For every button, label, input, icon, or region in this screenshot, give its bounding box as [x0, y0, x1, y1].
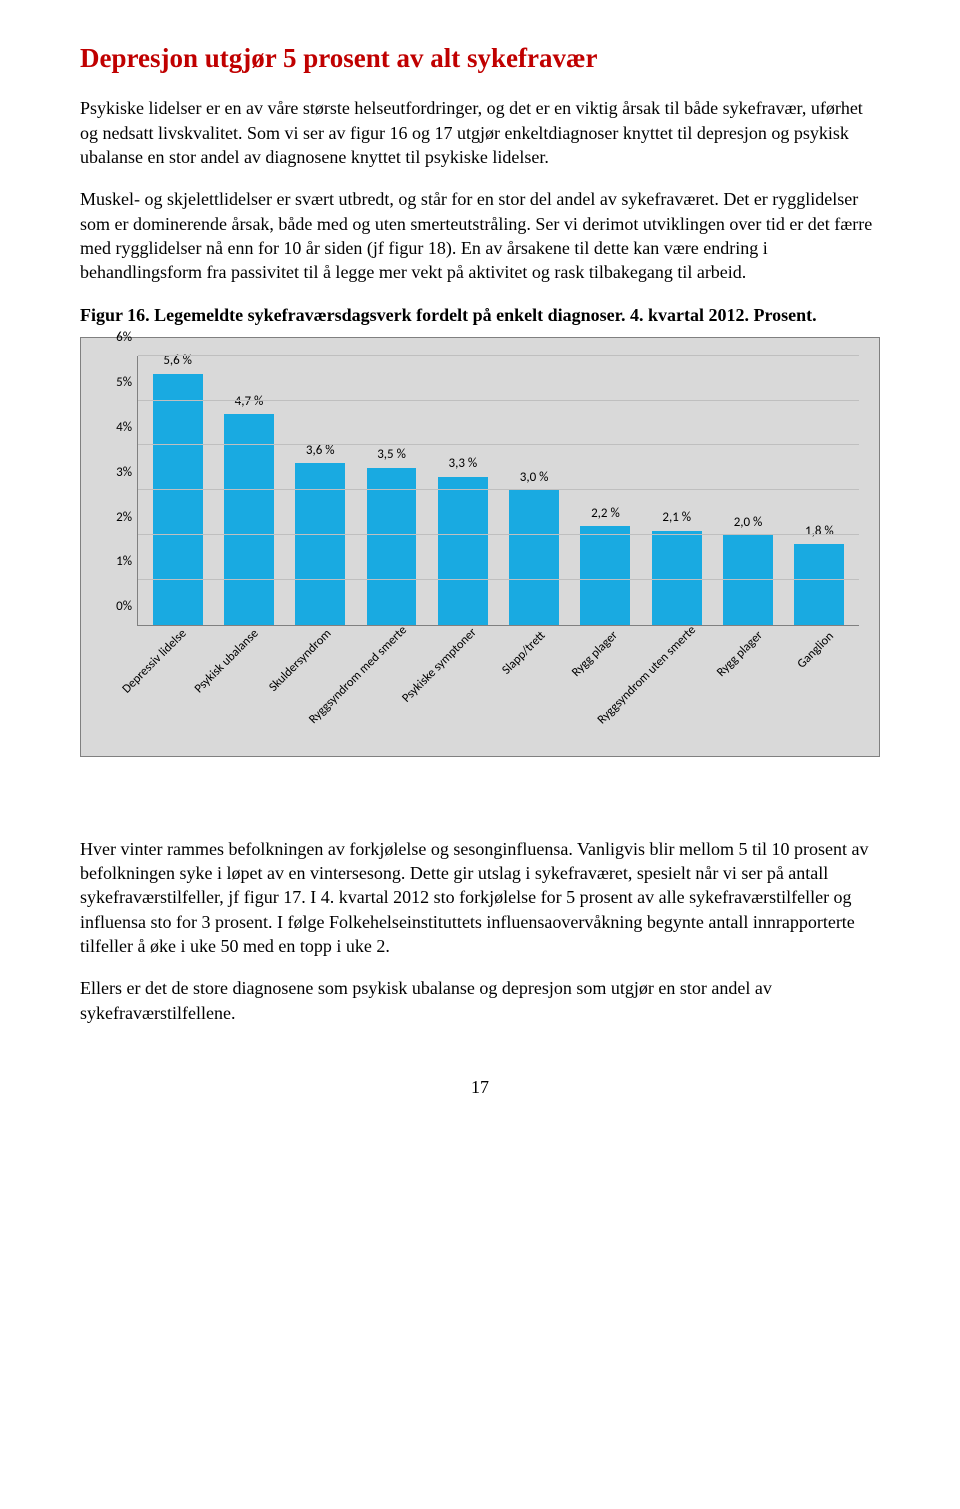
chart-bar [438, 477, 488, 625]
chart-bar-value-label: 3,3 % [449, 455, 478, 473]
chart-gridline [138, 444, 859, 445]
page-number: 17 [80, 1075, 880, 1099]
chart-ytick: 6% [98, 329, 132, 347]
paragraph-1: Psykiske lidelser er en av våre største … [80, 96, 880, 169]
chart-bar [295, 463, 345, 624]
chart-plot-area: 5,6 % 4,7 % 3,6 % 3,5 % 3,3 % 3,0 % 2,2 % 2,1 %… [137, 356, 859, 626]
chart-bar-slot: 5,6 % [142, 356, 213, 625]
chart-bar [224, 414, 274, 625]
chart-bar-slot: 3,6 % [285, 356, 356, 625]
chart-bar [153, 374, 203, 625]
chart-ytick: 3% [98, 464, 132, 482]
chart-bar-slot: 3,5 % [356, 356, 427, 625]
chart-bar-slot: 2,1 % [641, 356, 712, 625]
chart-bar [794, 544, 844, 625]
chart-bar-slot: 2,2 % [570, 356, 641, 625]
chart-bar [509, 490, 559, 625]
chart-x-label: Psykiske symptoner [426, 626, 498, 736]
chart-x-label: Rygg plager [715, 626, 787, 736]
chart-ytick: 4% [98, 419, 132, 437]
chart-bar-slot: 1,8 % [784, 356, 855, 625]
chart-bar-slot: 4,7 % [213, 356, 284, 625]
chart-x-label: Ganglion [787, 626, 859, 736]
chart-bar-value-label: 3,0 % [520, 469, 549, 487]
chart-bar [723, 535, 773, 625]
chart-bar-value-label: 2,1 % [662, 509, 691, 527]
chart-x-label: Slapp/trett [498, 626, 570, 736]
chart-ytick: 2% [98, 509, 132, 527]
chart-ytick: 0% [98, 598, 132, 616]
chart-bar-value-label: 2,0 % [734, 514, 763, 532]
chart-bar [367, 468, 417, 625]
chart-bar [652, 531, 702, 625]
chart-bar-slot: 3,0 % [498, 356, 569, 625]
chart-gridline [138, 400, 859, 401]
title-text: Depresjon utgjør 5 prosent av alt sykefr… [80, 43, 597, 73]
chart-gridline [138, 579, 859, 580]
chart-bars: 5,6 % 4,7 % 3,6 % 3,5 % 3,3 % 3,0 % 2,2 % 2,1 %… [138, 356, 859, 625]
chart-gridline [138, 534, 859, 535]
chart-ytick: 5% [98, 374, 132, 392]
chart-x-label: Ryggsyndrom uten smerte [642, 626, 714, 736]
figure-caption: Figur 16. Legemeldte sykefraværsdagsverk… [80, 303, 880, 327]
chart-x-labels: Depressiv lidelsePsykisk ubalanseSkulder… [137, 626, 859, 736]
chart-bar-value-label: 4,7 % [235, 393, 264, 411]
page-title: Depresjon utgjør 5 prosent av alt sykefr… [80, 40, 880, 76]
paragraph-3: Hver vinter rammes befolkningen av forkj… [80, 837, 880, 958]
chart-bar-slot: 2,0 % [712, 356, 783, 625]
chart-bar [580, 526, 630, 625]
chart-bar-slot: 3,3 % [427, 356, 498, 625]
chart-bar-value-label: 2,2 % [591, 505, 620, 523]
paragraph-4: Ellers er det de store diagnosene som ps… [80, 976, 880, 1025]
chart-gridline [138, 489, 859, 490]
chart-gridline [138, 355, 859, 356]
chart-bar-value-label: 3,5 % [377, 446, 406, 464]
chart-ytick: 1% [98, 554, 132, 572]
chart-bar-value-label: 1,8 % [805, 523, 834, 541]
paragraph-2: Muskel- og skjelettlidelser er svært utb… [80, 187, 880, 284]
bar-chart: 5,6 % 4,7 % 3,6 % 3,5 % 3,3 % 3,0 % 2,2 % 2,1 %… [80, 337, 880, 757]
